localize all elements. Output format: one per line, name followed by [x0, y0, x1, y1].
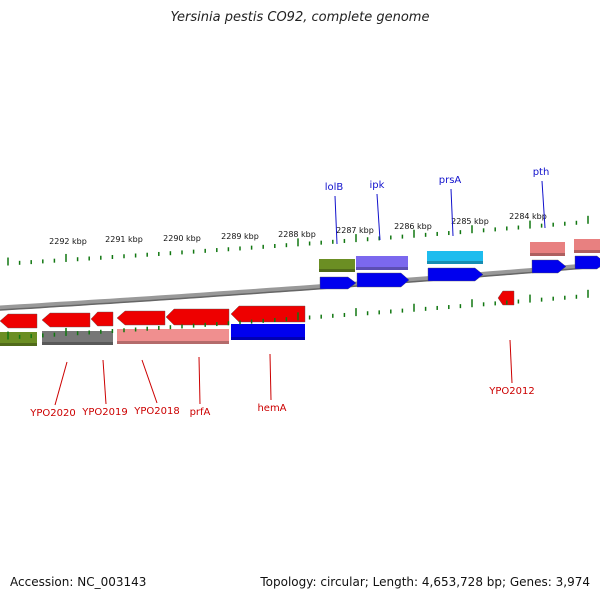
cog-band-shade [0, 343, 37, 346]
gene-label-prfA: prfA [190, 407, 211, 418]
cog-band [0, 332, 37, 346]
map-title: Yersinia pestis CO92, complete genome [170, 10, 430, 25]
scale-label: 2284 kbp [509, 212, 547, 221]
scale-ticks: 2292 kbp 2291 kbp 2290 kbp 2289 kbp 2288 kbp… [7, 212, 589, 340]
gene-label-lolB-leader [334, 195, 338, 245]
gene-label-YPO2020: YPO2020 [29, 408, 75, 419]
cog-band-shade [427, 261, 483, 264]
forward-cds-arrow [531, 259, 567, 274]
gene-labels: lolB ipk prsA pth YPO2020 YPO2019 YPO2018 prfA h… [29, 167, 549, 419]
gene-label-prfA-leader [198, 356, 201, 405]
cog-band [574, 239, 600, 253]
backbone-ring [0, 262, 600, 311]
gene-label-pth-leader [541, 180, 546, 229]
gene-label-lolB: lolB [325, 182, 344, 193]
cog-band-shade [530, 253, 565, 256]
scale-label: 2292 kbp [49, 237, 87, 246]
cog-band [42, 331, 113, 345]
reverse-cds-arrow [116, 310, 166, 326]
gene-label-ipk: ipk [370, 180, 385, 191]
forward-cds-arrow [427, 267, 484, 282]
cog-band [319, 259, 355, 272]
scale-label: 2290 kbp [163, 234, 201, 243]
cog-band-shade [574, 250, 600, 253]
cog-band [356, 256, 408, 270]
cog-band [117, 329, 229, 344]
cog-band-shade [42, 342, 113, 345]
topology-text: Topology: circular; Length: 4,653,728 bp… [260, 575, 590, 589]
reverse-cds-arrow [41, 312, 91, 328]
gene-label-YPO2018: YPO2018 [133, 406, 179, 417]
gene-label-prsA-leader [450, 188, 454, 237]
backbone-layer [0, 262, 600, 311]
reverse-cds-arrow [0, 313, 38, 329]
cog-band-shade [231, 337, 305, 340]
scale-label: 2287 kbp [336, 226, 374, 235]
reverse-cds-arrow [165, 308, 230, 326]
gene-label-YPO2019: YPO2019 [81, 407, 127, 418]
accession-text: Accession: NC_003143 [10, 575, 147, 589]
gene-label-prsA: prsA [439, 175, 462, 186]
gene-label-YPO2012: YPO2012 [488, 386, 534, 397]
gene-label-YPO2019-leader [102, 359, 107, 405]
scale-label: 2286 kbp [394, 222, 432, 231]
scale-label: 2288 kbp [278, 230, 316, 239]
feature-layer [0, 239, 600, 346]
cog-band-shade [319, 269, 355, 272]
cog-band-shade [117, 341, 229, 344]
scale-label: 2289 kbp [221, 232, 259, 241]
forward-cds-arrow [574, 255, 600, 270]
gene-label-hemA: hemA [257, 403, 286, 414]
gene-label-ipk-leader [376, 193, 381, 241]
cog-band-shade [356, 267, 408, 270]
forward-cds-arrow [319, 276, 357, 290]
cog-band [530, 242, 565, 256]
gene-label-YPO2020-leader [54, 361, 68, 406]
backbone-shadow [0, 266, 600, 311]
scale-label: 2291 kbp [105, 235, 143, 244]
forward-cds-arrow [356, 272, 410, 288]
gene-label-hemA-leader [269, 353, 272, 401]
reverse-cds-arrow [497, 290, 515, 306]
cog-band [231, 324, 305, 340]
gene-label-pth: pth [533, 167, 550, 178]
reverse-cds-arrow [230, 305, 306, 323]
reverse-cds-arrow [90, 311, 114, 327]
scale-label: 2285 kbp [451, 217, 489, 226]
gene-label-YPO2012-leader [509, 339, 513, 384]
gene-label-YPO2018-leader [141, 359, 158, 404]
cog-band [427, 251, 483, 264]
